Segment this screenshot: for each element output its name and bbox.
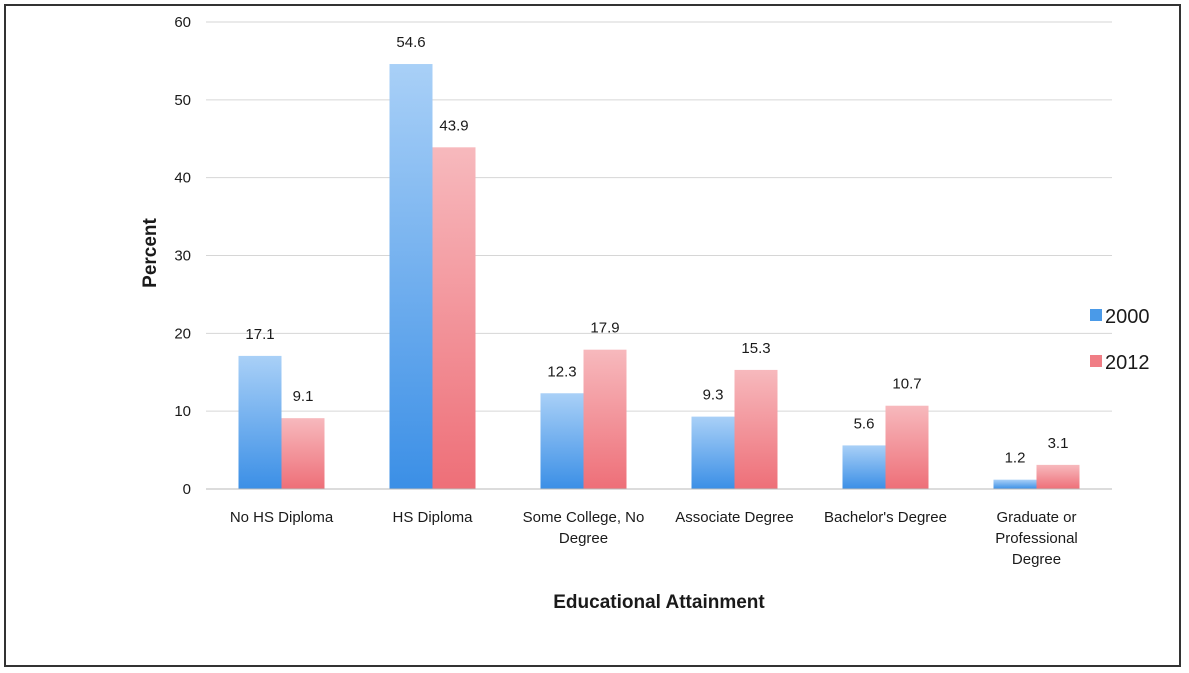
data-label-2000: 12.3	[547, 363, 576, 380]
data-label-2000: 5.6	[854, 415, 875, 432]
bar-2000	[389, 64, 433, 489]
bars	[238, 64, 1080, 490]
bar-2012	[281, 418, 325, 489]
bar-2012	[1036, 464, 1080, 489]
legend-label-2000: 2000	[1105, 306, 1150, 328]
y-tick-label: 30	[174, 248, 191, 265]
bar-2000	[540, 393, 584, 489]
x-category-label: Some College, No Degree	[523, 509, 645, 547]
y-tick-label: 0	[183, 481, 191, 498]
bar-2000	[238, 355, 282, 489]
x-category-label: HS Diploma	[392, 509, 473, 526]
gridlines	[206, 21, 1112, 412]
x-category-label: Associate Degree	[675, 509, 793, 526]
data-label-2000: 54.6	[396, 34, 425, 51]
legend-swatch-2000	[1090, 309, 1102, 321]
data-label-2012: 15.3	[741, 340, 770, 357]
y-axis-title: Percent	[140, 217, 161, 287]
data-label-2000: 9.3	[703, 387, 724, 404]
y-tick-label: 10	[174, 403, 191, 420]
data-label-2012: 43.9	[439, 117, 468, 134]
legend-label-2012: 2012	[1105, 352, 1150, 374]
bar-2000	[993, 479, 1037, 489]
data-label-2012: 3.1	[1048, 435, 1069, 452]
data-label-2000: 17.1	[245, 326, 274, 343]
bar-2000	[691, 416, 735, 489]
data-label-2000: 1.2	[1005, 450, 1026, 467]
y-axis-ticks: 0 10 20 30 40 50 60	[174, 14, 191, 498]
x-axis-categories: No HS Diploma HS Diploma Some College, No D…	[230, 509, 1078, 568]
data-label-2012: 9.1	[293, 388, 314, 405]
x-axis-title: Educational Attainment	[553, 592, 765, 613]
x-category-label: Graduate or Professional Degree	[995, 509, 1078, 568]
y-tick-label: 20	[174, 325, 191, 342]
y-tick-label: 40	[174, 170, 191, 187]
legend: 2000 2012	[1090, 306, 1150, 374]
data-labels: 17.1 9.1 54.6 43.9 12.3 17.9 9.3 15.3 5.6 10.7 1.2…	[245, 34, 1068, 467]
x-category-label: Bachelor's Degree	[824, 509, 947, 526]
y-tick-label: 60	[174, 14, 191, 31]
bar-2012	[583, 349, 627, 489]
bar-2012	[432, 147, 476, 490]
y-tick-label: 50	[174, 92, 191, 109]
bar-2000	[842, 445, 886, 489]
bar-chart: 0 10 20 30 40 50 60 17.1 9.1 54.6 43.9 12.3 17.9 9.3…	[140, 14, 1150, 613]
bar-2012	[885, 405, 929, 489]
legend-swatch-2012	[1090, 355, 1102, 367]
chart-frame: 0 10 20 30 40 50 60 17.1 9.1 54.6 43.9 12.3 17.9 9.3…	[4, 4, 1181, 667]
data-label-2012: 17.9	[590, 320, 619, 337]
bar-2012	[734, 369, 778, 489]
x-category-label: No HS Diploma	[230, 509, 334, 526]
data-label-2012: 10.7	[892, 376, 921, 393]
